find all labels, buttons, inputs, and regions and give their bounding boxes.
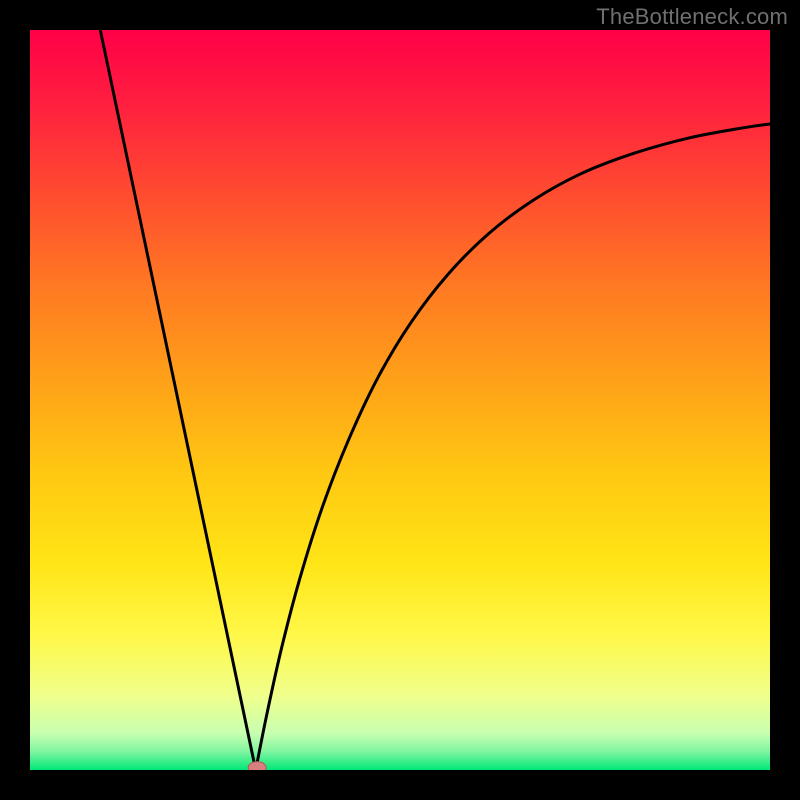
minimum-marker — [248, 762, 266, 770]
watermark-text: TheBottleneck.com — [596, 4, 788, 30]
plot-svg — [30, 30, 770, 770]
gradient-background — [30, 30, 770, 770]
plot-area — [30, 30, 770, 770]
chart-container: TheBottleneck.com — [0, 0, 800, 800]
